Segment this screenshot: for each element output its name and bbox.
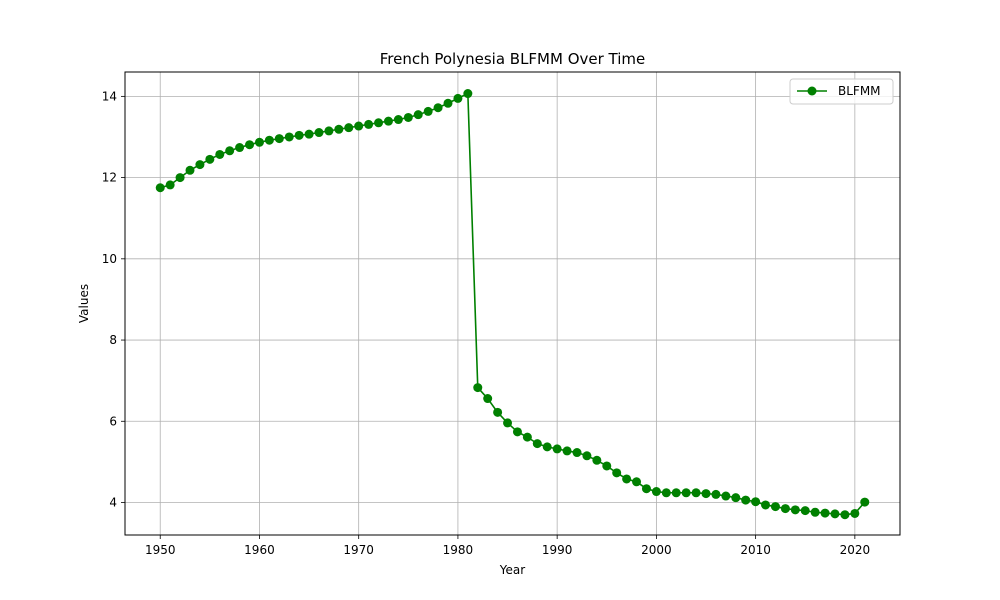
legend-box [789, 78, 894, 105]
y-tick-label: 8 [109, 333, 117, 347]
data-point [721, 491, 731, 501]
data-point [830, 509, 840, 519]
data-point [403, 112, 413, 122]
data-point [463, 89, 473, 99]
series-layer [155, 89, 870, 520]
data-point [205, 154, 215, 164]
data-point [483, 394, 493, 404]
data-point [344, 123, 354, 133]
data-point [602, 461, 612, 471]
data-point [532, 439, 542, 449]
data-point [780, 504, 790, 514]
grid [125, 72, 900, 535]
x-tick-label: 1960 [244, 543, 275, 557]
legend: BLFMM [789, 78, 894, 105]
data-point [225, 146, 235, 156]
data-point [572, 448, 582, 458]
data-point [245, 140, 255, 150]
data-point [443, 98, 453, 108]
data-point [651, 487, 661, 497]
data-point [324, 126, 334, 136]
data-point [185, 165, 195, 175]
data-point [453, 93, 463, 103]
data-point [840, 510, 850, 520]
data-point [860, 497, 870, 507]
data-point [711, 489, 721, 499]
legend-label: BLFMM [838, 84, 881, 98]
data-point [751, 497, 761, 507]
data-point [612, 468, 622, 478]
y-tick-label: 4 [109, 496, 117, 510]
x-tick-label: 2020 [840, 543, 871, 557]
data-point [622, 474, 632, 484]
plot-frame [124, 71, 901, 536]
y-tick-label: 14 [102, 89, 117, 103]
y-tick-label: 10 [102, 252, 117, 266]
data-point [671, 488, 681, 498]
chart-title: French Polynesia BLFMM Over Time [380, 50, 646, 68]
data-point [155, 183, 165, 193]
data-point [473, 383, 483, 393]
data-point [195, 160, 205, 170]
data-point [542, 442, 552, 452]
data-point [641, 484, 651, 494]
ticks: 1950 1960 1970 1980 1990 2000 2010 2020 4 6 8 10 12 1… [102, 89, 870, 557]
data-point [364, 119, 374, 129]
data-point [383, 116, 393, 126]
data-point [393, 115, 403, 125]
y-tick-label: 6 [109, 414, 117, 428]
x-tick-label: 1970 [343, 543, 374, 557]
data-point [741, 495, 751, 505]
data-point [294, 130, 304, 140]
data-point [165, 180, 175, 190]
x-tick-label: 2000 [641, 543, 672, 557]
x-tick-label: 1990 [542, 543, 573, 557]
data-point [284, 132, 294, 142]
data-point [790, 505, 800, 515]
data-point [503, 418, 513, 428]
data-point [850, 508, 860, 518]
y-tick-label: 12 [102, 171, 117, 185]
data-point [632, 477, 642, 487]
data-point [661, 488, 671, 498]
data-point [562, 446, 572, 456]
data-point [761, 500, 771, 510]
data-point [274, 134, 284, 144]
data-point [175, 173, 185, 183]
x-axis-title: Year [499, 563, 525, 577]
data-point [413, 110, 423, 120]
data-point [433, 103, 443, 113]
x-tick-label: 1950 [145, 543, 176, 557]
data-point [691, 488, 701, 498]
data-point [235, 143, 245, 153]
data-point [215, 149, 225, 159]
x-tick-label: 1980 [443, 543, 474, 557]
data-point [423, 106, 433, 116]
data-point [522, 432, 532, 442]
y-axis-title: Values [77, 284, 91, 323]
x-tick-label: 2010 [740, 543, 771, 557]
data-point [552, 444, 562, 454]
data-point [493, 407, 503, 417]
data-point [701, 489, 711, 499]
data-point [254, 137, 264, 147]
data-point [334, 124, 344, 134]
data-point [731, 493, 741, 503]
data-point [800, 506, 810, 516]
data-point [512, 427, 522, 437]
data-point [681, 488, 691, 498]
data-point [354, 121, 364, 131]
data-point [810, 507, 820, 517]
data-point [820, 508, 830, 518]
data-point [264, 135, 274, 145]
data-point [582, 451, 592, 461]
data-point [304, 129, 314, 139]
legend-marker-swatch [807, 86, 817, 96]
data-point [770, 502, 780, 512]
data-point [592, 455, 602, 465]
data-point [374, 118, 384, 128]
data-point [314, 128, 324, 138]
